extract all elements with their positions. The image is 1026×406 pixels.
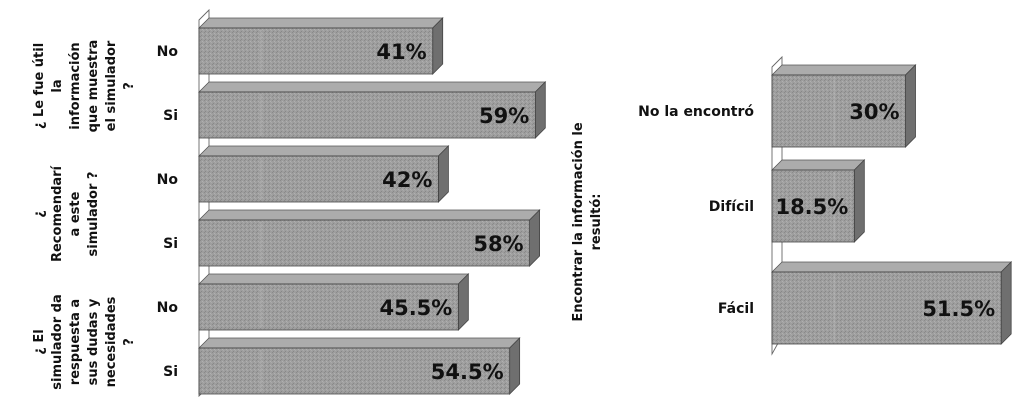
right-category-label-0: No la encontró (638, 104, 754, 120)
group-label-2: ¿ El simulador da respuesta a sus dudas y ne… (32, 294, 137, 389)
left-category-label-3: Si (163, 236, 178, 252)
left-category-labels: No Si No Si No Si (157, 44, 179, 380)
left-bar-5-value: 54.5% (431, 360, 504, 384)
left-bar-2-value: 42% (382, 168, 432, 192)
left-bars: 41% 59% 42% 58% 45.5% 54.5% (198, 17, 547, 395)
group-label-0-line-1: la (50, 79, 65, 92)
left-bar-1: 59% (198, 81, 547, 139)
right-bar-2-value: 51.5% (922, 297, 995, 321)
left-bar-3-value: 58% (473, 232, 523, 256)
group-label-0-line-2: información (68, 42, 83, 129)
right-axis-title: Encontrar la información le resultó: (571, 122, 604, 321)
group-label-2-line-2: respuesta a (68, 299, 83, 385)
left-bar-3: 58% (198, 209, 541, 267)
group-label-2-line-5: ? (122, 338, 137, 346)
right-bar-1-value: 18.5% (775, 195, 848, 219)
right-category-label-2: Fácil (718, 301, 754, 317)
group-label-1-line-1: Recomendarí (50, 164, 65, 262)
right-axis-title-line-0: Encontrar la información le (571, 122, 586, 321)
left-bar-4-value: 45.5% (379, 296, 452, 320)
left-group-labels: ¿ Le fue útil la información que muestra el … (32, 40, 137, 390)
left-category-label-0: No (157, 44, 179, 60)
right-bar-0: 30% (771, 64, 917, 148)
left-category-label-5: Si (163, 364, 178, 380)
left-bar-1-value: 59% (479, 104, 529, 128)
left-bar-4: 45.5% (198, 273, 470, 331)
group-label-0-line-4: el simulador (104, 40, 119, 131)
left-category-label-2: No (157, 172, 179, 188)
chart-right: 30% 18.5% 51.5% No la encontró Difícil Fácil… (571, 55, 1013, 356)
chart-left: 41% 59% 42% 58% 45.5% 54.5% No Si No Si No Si ¿ Le… (32, 8, 547, 398)
left-bar-0-value: 41% (376, 40, 426, 64)
right-bar-1: 18.5% (771, 159, 866, 243)
group-label-0-line-5: ? (122, 82, 137, 90)
group-label-2-line-1: simulador da (50, 294, 65, 389)
right-category-labels: No la encontró Difícil Fácil (638, 104, 754, 317)
right-bar-0-value: 30% (849, 100, 899, 124)
left-bar-0: 41% (198, 17, 444, 75)
group-label-2-line-3: sus dudas y (86, 298, 101, 385)
right-category-label-1: Difícil (709, 199, 754, 215)
left-bar-5: 54.5% (198, 337, 521, 395)
group-label-2-line-4: necesidades (104, 296, 119, 387)
group-label-1-line-2: a este (68, 191, 83, 236)
group-label-0: ¿ Le fue útil la información que muestra el … (32, 40, 137, 133)
group-label-0-line-3: que muestra (86, 40, 101, 133)
left-category-label-4: No (157, 300, 179, 316)
right-bars: 30% 18.5% 51.5% (771, 64, 1013, 345)
left-bar-2: 42% (198, 145, 450, 203)
group-label-2-line-0: ¿ El (32, 329, 47, 354)
group-label-1-line-3: simulador ? (86, 172, 101, 257)
group-label-1: ¿ Recomendarí a este simulador ? (32, 164, 101, 262)
group-label-0-line-0: ¿ Le fue útil (32, 43, 47, 129)
left-category-label-1: Si (163, 108, 178, 124)
group-label-1-line-0: ¿ (32, 210, 47, 218)
right-bar-2: 51.5% (771, 261, 1013, 345)
right-axis-title-line-1: resultó: (589, 193, 604, 250)
